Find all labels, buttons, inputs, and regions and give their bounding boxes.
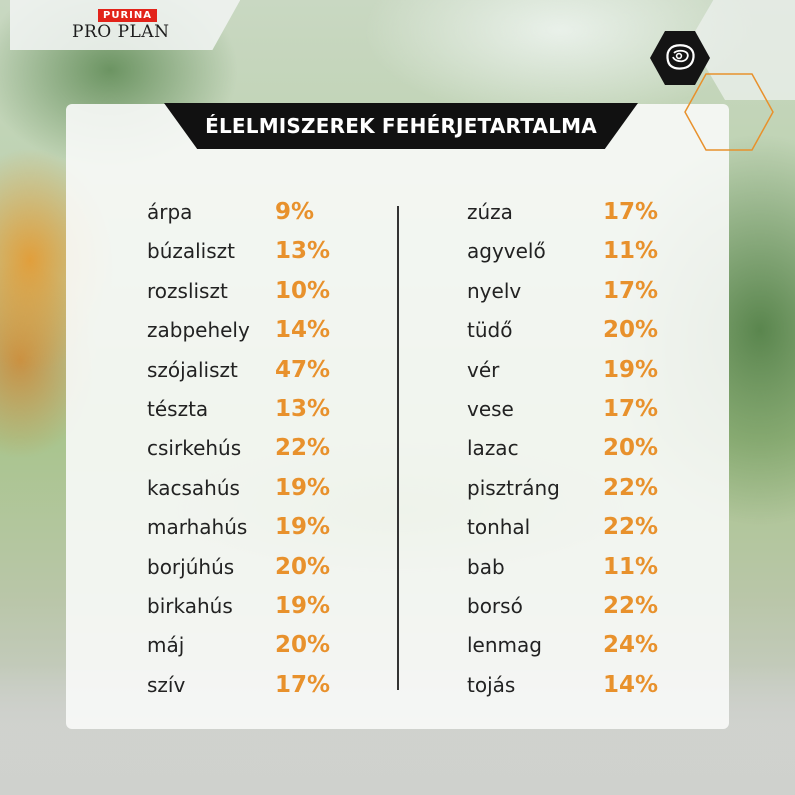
protein-percentage: 17% xyxy=(603,199,659,225)
food-name: zabpehely xyxy=(147,318,250,343)
food-name: búzaliszt xyxy=(147,239,235,264)
food-name: bab xyxy=(467,554,505,579)
protein-percentage: 19% xyxy=(603,356,659,383)
logo-backdrop xyxy=(10,0,240,50)
proplan-logo: PURINA PRO PLAN xyxy=(72,8,202,44)
protein-percentage: 22% xyxy=(603,593,659,619)
food-name: borsó xyxy=(467,594,523,618)
protein-percentage: 20% xyxy=(603,317,659,344)
food-name: marhahús xyxy=(147,515,248,540)
food-name: rozsliszt xyxy=(147,278,228,303)
protein-percentage: 17% xyxy=(603,277,659,304)
protein-percentage: 11% xyxy=(603,238,659,265)
protein-percentage: 19% xyxy=(275,474,331,501)
protein-percentage: 13% xyxy=(275,396,331,422)
protein-percentage: 22% xyxy=(275,435,331,462)
page-title: ÉLELMISZEREK FEHÉRJETARTALMA xyxy=(205,114,597,138)
food-name: tonhal xyxy=(467,515,531,540)
food-name: tojás xyxy=(467,672,516,697)
food-name: tészta xyxy=(147,397,209,421)
food-name: tüdő xyxy=(467,318,513,343)
protein-percentage: 19% xyxy=(275,593,331,619)
protein-percentage: 20% xyxy=(275,632,331,659)
protein-percentage: 24% xyxy=(603,632,659,659)
protein-percentage: 14% xyxy=(603,671,659,698)
protein-percentage: 10% xyxy=(275,277,331,304)
title-banner xyxy=(164,103,638,149)
protein-percentage: 17% xyxy=(275,671,331,698)
protein-percentage: 22% xyxy=(603,474,659,501)
protein-percentage: 9% xyxy=(275,199,315,225)
protein-percentage: 20% xyxy=(275,553,331,580)
food-name: szójaliszt xyxy=(147,357,238,382)
food-name: csirkehús xyxy=(147,436,242,461)
protein-percentage: 22% xyxy=(603,514,659,541)
protein-percentage: 47% xyxy=(275,356,331,383)
food-name: pisztráng xyxy=(467,475,560,500)
purina-logo-text: PURINA xyxy=(98,9,157,22)
hexagon-outline-icon xyxy=(684,73,774,151)
column-divider xyxy=(397,206,399,690)
food-name: borjúhús xyxy=(147,554,235,579)
food-name: vese xyxy=(467,397,514,421)
protein-percentage: 11% xyxy=(603,553,659,580)
food-name: lenmag xyxy=(467,633,542,658)
food-name: zúza xyxy=(467,200,513,224)
meat-steak-icon xyxy=(650,31,710,85)
protein-percentage: 20% xyxy=(603,435,659,462)
food-name: árpa xyxy=(147,200,193,224)
food-name: agyvelő xyxy=(467,239,546,264)
food-name: szív xyxy=(147,672,186,697)
protein-percentage: 19% xyxy=(275,514,331,541)
food-name: máj xyxy=(147,633,185,658)
protein-percentage: 13% xyxy=(275,238,331,265)
food-name: vér xyxy=(467,357,500,382)
protein-percentage: 17% xyxy=(603,396,659,422)
food-name: lazac xyxy=(467,436,519,461)
food-name: birkahús xyxy=(147,594,233,618)
protein-percentage: 14% xyxy=(275,317,331,344)
proplan-logo-text: PRO PLAN xyxy=(72,22,170,42)
food-name: kacsahús xyxy=(147,475,240,500)
food-name: nyelv xyxy=(467,278,522,303)
